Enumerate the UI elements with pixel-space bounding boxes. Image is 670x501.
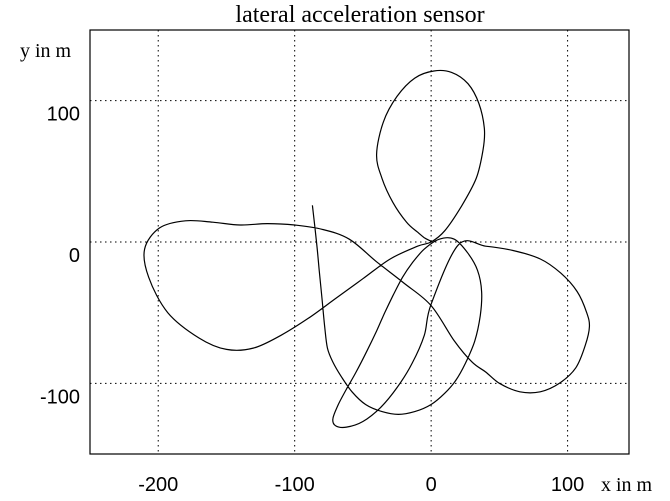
chart-title: lateral acceleration sensor xyxy=(235,2,484,28)
tick-labels: -200 -100 0 100 -100 0 100 xyxy=(40,104,584,496)
y-tick-label: 100 xyxy=(47,104,80,126)
y-tick-label: 0 xyxy=(69,245,80,267)
x-tick-label: -200 xyxy=(138,474,178,496)
plot-frame xyxy=(89,29,630,455)
x-axis-label: x in m xyxy=(601,474,653,496)
x-tick-label: 0 xyxy=(426,474,437,496)
trajectory-line xyxy=(143,69,591,429)
y-axis-label: y in m xyxy=(20,40,72,62)
x-tick-label: -100 xyxy=(275,474,315,496)
y-tick-label: -100 xyxy=(40,386,80,408)
grid xyxy=(90,30,629,454)
x-tick-label: 100 xyxy=(551,474,584,496)
